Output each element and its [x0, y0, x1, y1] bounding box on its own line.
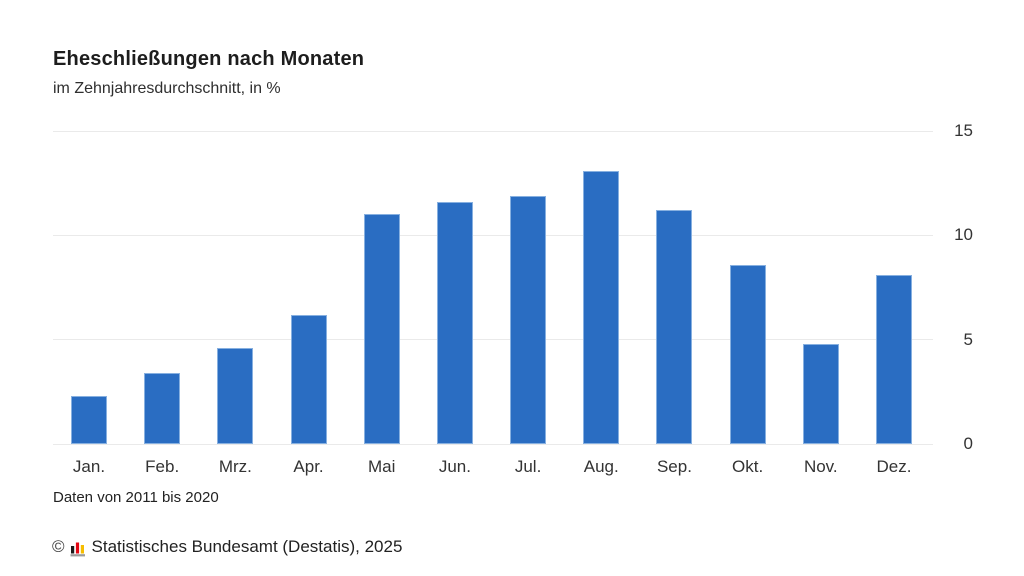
x-axis-label: Aug. — [583, 457, 619, 476]
bar — [363, 214, 400, 444]
x-axis-label: Feb. — [145, 457, 180, 476]
y-axis-tick-label: 15 — [954, 121, 973, 140]
destatis-logo-icon — [70, 540, 87, 557]
y-axis-tick-label: 0 — [963, 434, 973, 453]
gridline — [53, 339, 933, 341]
x-axis-label: Dez. — [876, 457, 912, 476]
bar — [144, 373, 181, 444]
x-axis-label: Jul. — [514, 457, 542, 476]
bar — [802, 343, 839, 444]
bar — [71, 396, 107, 444]
x-axis-label: Sep. — [656, 457, 692, 476]
bar — [656, 210, 693, 444]
chart-title: Eheschließungen nach Monaten — [53, 48, 365, 70]
bar — [583, 170, 620, 444]
bar — [217, 348, 254, 444]
gridline — [53, 234, 933, 236]
plot-area: 0 5 10 15 Jan. Feb. Mrz. Apr. Mai Jun. Jul. Aug. Sep… — [53, 121, 973, 476]
chart-subtitle: im Zehnjahresdurchschnitt, in % — [53, 80, 281, 97]
source-line: © Statistisches Bundesamt (Destatis), 20… — [52, 537, 402, 557]
copyright-symbol: © — [52, 537, 65, 556]
x-axis-label: Jan. — [72, 457, 106, 476]
source-text: Statistisches Bundesamt (Destatis), 2025 — [91, 537, 403, 556]
x-axis-label: Okt. — [732, 457, 764, 476]
y-axis-tick-label: 10 — [954, 225, 973, 245]
bar — [290, 314, 327, 444]
footnote: Daten von 2011 bis 2020 — [53, 489, 219, 506]
gridline — [53, 443, 933, 445]
x-axis-label: Jun. — [438, 457, 471, 476]
bar — [510, 195, 547, 444]
gridline — [53, 130, 933, 132]
x-axis-label: Mrz. — [218, 457, 252, 476]
bar — [876, 274, 912, 444]
x-axis-label: Mai — [368, 457, 396, 476]
y-axis-tick-label: 5 — [963, 329, 973, 349]
x-axis-label: Apr. — [293, 457, 324, 476]
x-axis-label: Nov. — [803, 457, 838, 476]
bar — [729, 264, 766, 444]
bar — [436, 201, 473, 444]
